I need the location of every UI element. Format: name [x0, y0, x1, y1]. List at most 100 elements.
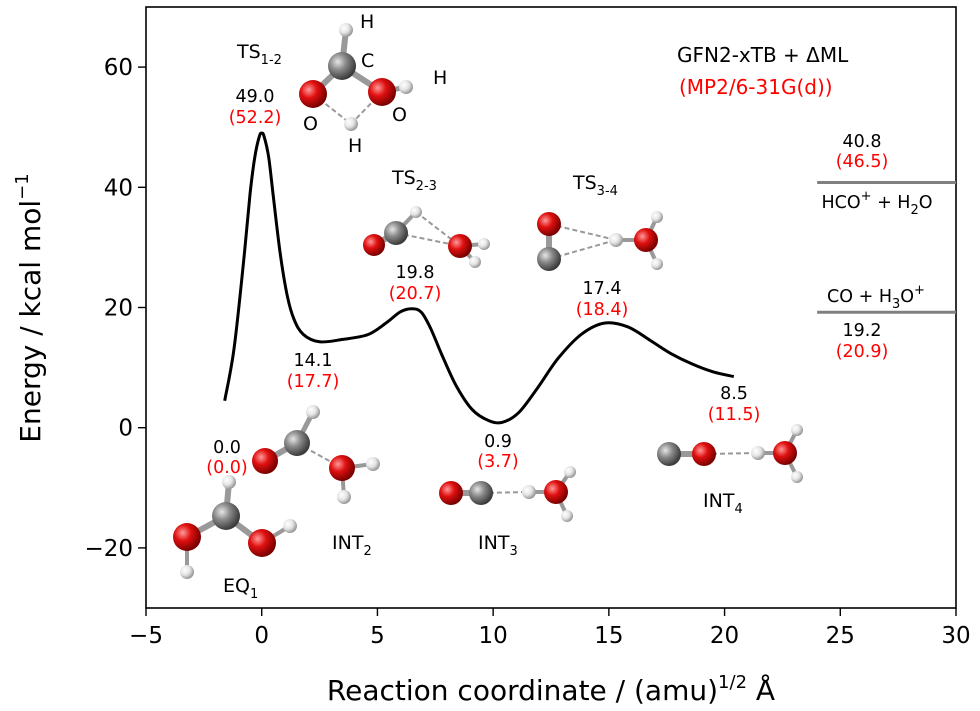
- annotation-int3: 0.9 (3.7): [477, 432, 519, 472]
- hydrogen-atom: [344, 117, 358, 131]
- x-tick-label: 15: [594, 623, 623, 649]
- ref-value-label: (18.4): [576, 300, 629, 320]
- y-axis-label: Energy / kcal mol−1: [12, 173, 47, 442]
- ref-value-label: (46.5): [836, 152, 889, 172]
- hydrogen-atom: [339, 23, 353, 37]
- label-ts12: TS1-2: [236, 41, 282, 68]
- carbon-atom: [284, 430, 310, 456]
- oxygen-atom: [299, 80, 327, 108]
- molecule-eq1: [173, 475, 297, 579]
- ref-value-label: (52.2): [229, 108, 282, 128]
- oxygen-atom: [448, 234, 472, 258]
- value-label: 40.8: [843, 132, 882, 152]
- atom-label: C: [361, 50, 374, 72]
- value-label: 14.1: [294, 351, 333, 371]
- annotation-int2: 14.1 (17.7): [287, 351, 340, 392]
- oxygen-atom: [252, 448, 278, 474]
- x-axis-label: Reaction coordinate / (amu)1/2 Å: [327, 672, 775, 707]
- annotation-eq1: 0.0 (0.0): [206, 438, 248, 478]
- legend-method: GFN2-xTB + ΔML: [677, 43, 849, 67]
- y-tick-label: −20: [84, 536, 133, 562]
- oxygen-atom: [329, 455, 355, 481]
- product-label: HCO+ + H2O: [821, 189, 932, 218]
- atom-label: O: [392, 104, 407, 126]
- reference-lines: [817, 180, 956, 314]
- hydrogen-atom: [522, 485, 536, 499]
- ref-value-label: (0.0): [206, 458, 248, 478]
- y-tick-label: 0: [118, 416, 133, 442]
- partial-bond: [415, 211, 461, 247]
- atom-label: H: [348, 135, 362, 157]
- label-int4: INT4: [703, 490, 743, 517]
- x-tick-label: 5: [370, 623, 385, 649]
- ref-value-label: (17.7): [287, 372, 340, 392]
- value-label: 8.5: [720, 384, 748, 404]
- molecule-ts12: H C H O O H: [299, 11, 447, 157]
- oxygen-atom: [363, 234, 385, 256]
- hydrogen-atom: [791, 471, 803, 483]
- value-label: 0.0: [213, 438, 241, 458]
- molecule-ts34: [537, 211, 663, 271]
- annotation-ts23: 19.8 (20.7): [389, 263, 442, 304]
- x-tick-label: 25: [826, 623, 855, 649]
- annotation-ts34: 17.4 (18.4): [576, 279, 629, 320]
- value-label: 17.4: [583, 279, 622, 299]
- oxygen-atom: [173, 523, 201, 551]
- hydrogen-atom: [306, 405, 320, 419]
- label-int2: INT2: [332, 532, 372, 559]
- molecule-int2: [252, 405, 380, 504]
- oxygen-atom: [634, 228, 658, 252]
- hydrogen-atom: [564, 466, 576, 478]
- hydrogen-atom: [283, 519, 297, 533]
- hydrogen-atom: [651, 211, 663, 223]
- carbon-atom: [657, 442, 681, 466]
- hydrogen-atom: [469, 256, 481, 268]
- hydrogen-atom: [561, 510, 573, 522]
- oxygen-atom: [692, 442, 716, 466]
- hydrogen-atom: [410, 206, 422, 218]
- ref-value-label: (11.5): [708, 405, 761, 425]
- carbon-atom: [212, 502, 240, 530]
- annotation-int4: 8.5 (11.5): [708, 384, 761, 425]
- product-hco-plus-h2o: 40.8 (46.5) HCO+ + H2O: [821, 132, 932, 218]
- product-co-plus-h3o: CO + H3O+ 19.2 (20.9): [827, 283, 925, 362]
- value-label: 0.9: [484, 432, 512, 452]
- atom-label: H: [360, 11, 374, 33]
- hydrogen-atom: [399, 80, 413, 94]
- axis-ticks: −5 0 5 10 15 20 25 30 −20 0 20 40 60: [84, 55, 970, 649]
- carbon-atom: [537, 247, 561, 271]
- hydrogen-atom: [791, 424, 803, 436]
- oxygen-atom: [773, 441, 797, 465]
- carbon-atom: [384, 221, 408, 245]
- hydrogen-atom: [478, 238, 490, 250]
- hydrogen-atom: [180, 565, 194, 579]
- label-ts34: TS3-4: [572, 172, 618, 199]
- label-eq1: EQ1: [223, 575, 258, 602]
- ref-value-label: (20.9): [836, 342, 889, 362]
- label-int3: INT3: [478, 532, 518, 559]
- x-tick-label: 10: [479, 623, 508, 649]
- hydrogen-atom: [366, 457, 380, 471]
- value-label: 19.2: [843, 321, 882, 341]
- x-tick-label: 20: [710, 623, 739, 649]
- carbon-atom: [469, 481, 493, 505]
- y-tick-label: 60: [104, 55, 133, 81]
- ref-value-label: (20.7): [389, 284, 442, 304]
- hydrogen-atom: [751, 446, 765, 460]
- legend-reference-method: (MP2/6-31G(d)): [679, 75, 833, 99]
- hydrogen-atom: [222, 475, 236, 489]
- value-label: 49.0: [236, 87, 275, 107]
- x-tick-label: 30: [941, 623, 970, 649]
- annotation-ts12: 49.0 (52.2): [229, 87, 282, 128]
- oxygen-atom: [544, 480, 568, 504]
- oxygen-atom: [439, 481, 463, 505]
- atom-label: O: [303, 113, 318, 135]
- label-ts23: TS2-3: [391, 167, 437, 194]
- energy-curve: [223, 131, 735, 425]
- molecule-int3: [439, 466, 576, 522]
- x-tick-label: −5: [129, 623, 163, 649]
- carbon-atom: [328, 52, 356, 80]
- hydrogen-atom: [609, 233, 623, 247]
- molecule-int4: [657, 424, 803, 483]
